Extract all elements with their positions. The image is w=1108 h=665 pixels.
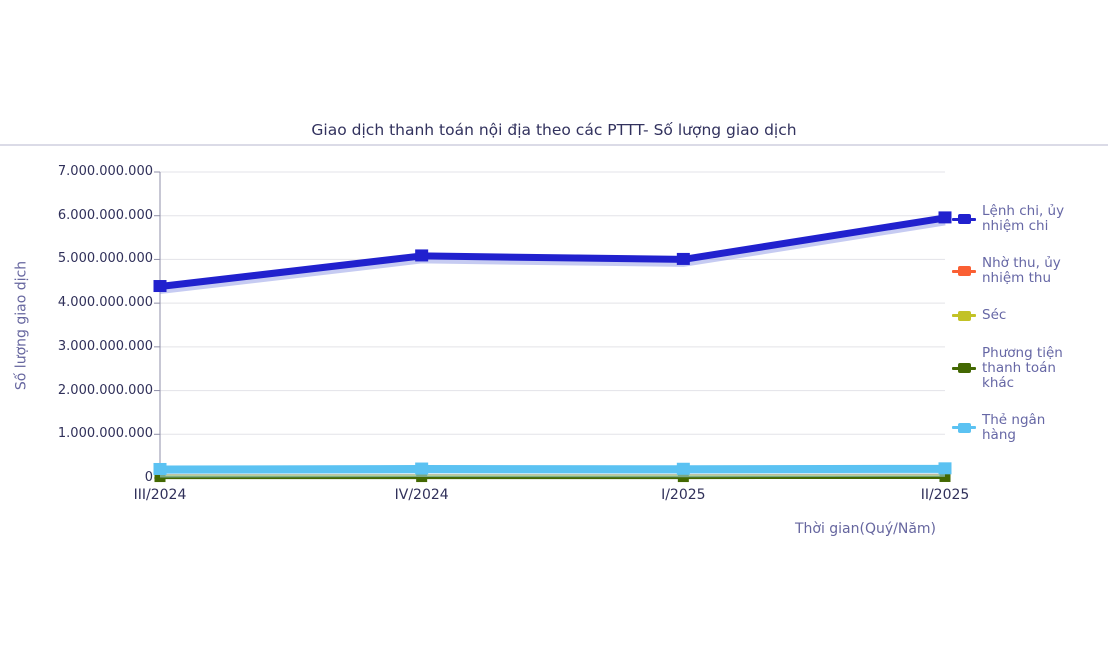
- series-line-shadow: [159, 218, 946, 295]
- legend-square-swatch: [957, 266, 971, 277]
- legend-item: Nhờ thu, ủy nhiệm thu: [952, 256, 1108, 286]
- legend-marker-icon: [952, 212, 976, 226]
- legend-marker-icon: [952, 361, 976, 375]
- x-tick-label: II/2025: [920, 487, 970, 503]
- x-axis-title: Thời gian(Quý/Năm): [794, 521, 937, 537]
- data-point-marker: [676, 462, 690, 475]
- y-tick-label: 3.000.000.000: [57, 338, 153, 354]
- data-point-marker: [938, 462, 952, 475]
- legend-item: Phương tiện thanh toán khác: [952, 344, 1108, 391]
- data-point-marker: [154, 472, 166, 483]
- data-point-marker: [153, 462, 167, 475]
- series-line: [159, 464, 946, 474]
- legend-item: Séc: [952, 308, 1108, 323]
- legend-square-swatch: [957, 214, 971, 225]
- series-line: [159, 214, 946, 291]
- data-point-marker: [416, 472, 428, 483]
- data-point-marker: [939, 471, 951, 482]
- y-tick-label: 2.000.000.000: [57, 382, 153, 398]
- chart-title: Giao dịch thanh toán nội địa theo các PT…: [311, 121, 797, 139]
- title-divider: [0, 144, 1108, 146]
- legend-label: Nhờ thu, ủy nhiệm thu: [982, 255, 1061, 287]
- legend-square-swatch: [957, 363, 971, 374]
- data-point-marker: [153, 280, 167, 293]
- legend-item: Thẻ ngân hàng: [952, 411, 1108, 443]
- y-tick-label: 1.000.000.000: [57, 426, 153, 442]
- y-tick-label: 0: [144, 470, 153, 485]
- legend-item: Lệnh chi, ủy nhiệm chi: [952, 203, 1108, 235]
- legend-label: Thẻ ngân hàng: [982, 411, 1046, 443]
- data-point-marker: [415, 249, 429, 262]
- x-tick-label: III/2024: [133, 487, 187, 503]
- y-tick-label: 7.000.000.000: [57, 164, 153, 179]
- legend-marker-icon: [952, 309, 976, 323]
- y-tick-label: 5.000.000.000: [57, 251, 153, 267]
- y-axis-title: Số lượng giao dịch: [13, 260, 30, 391]
- legend: Lệnh chi, ủy nhiệm chi Nhờ thu, ủy nhiệm …: [952, 203, 1108, 443]
- x-tick-label: I/2025: [661, 487, 706, 503]
- legend-square-swatch: [957, 422, 971, 433]
- data-point-marker: [676, 252, 690, 265]
- legend-label: Phương tiện thanh toán khác: [982, 344, 1063, 391]
- data-point-marker: [415, 462, 429, 475]
- y-tick-label: 4.000.000.000: [57, 295, 153, 311]
- legend-square-swatch: [957, 310, 971, 321]
- legend-marker-icon: [952, 421, 976, 435]
- legend-marker-icon: [952, 264, 976, 278]
- legend-label: Lệnh chi, ủy nhiệm chi: [982, 203, 1065, 235]
- data-point-marker: [938, 211, 952, 224]
- x-tick-label: IV/2024: [394, 487, 449, 503]
- y-tick-label: 6.000.000.000: [57, 207, 153, 223]
- legend-label: Séc: [982, 307, 1007, 324]
